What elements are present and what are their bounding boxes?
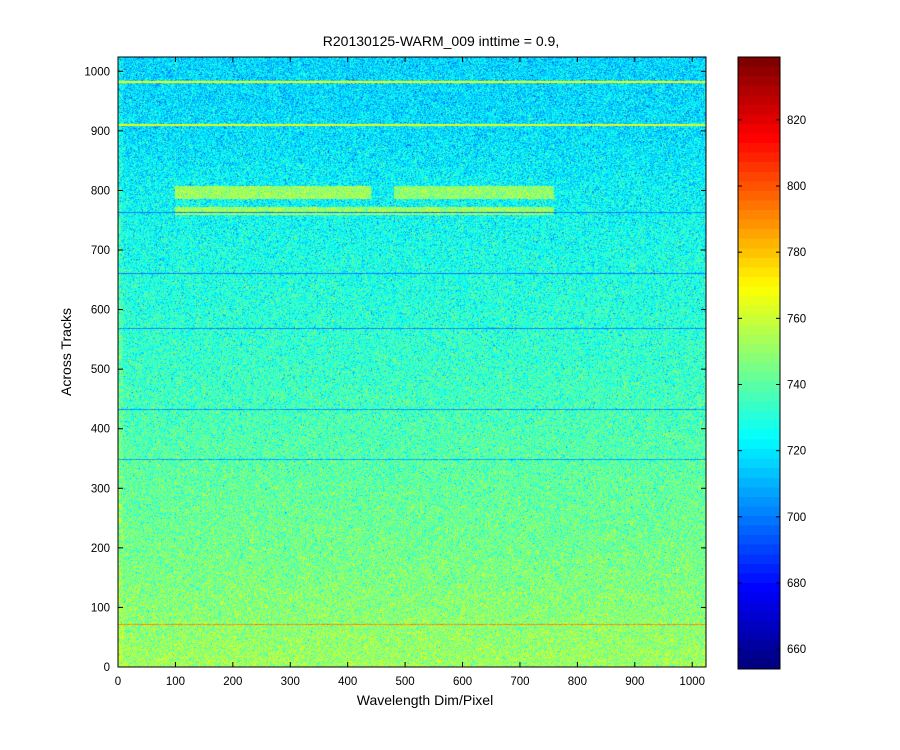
y-tick-label: 300 bbox=[91, 483, 110, 495]
x-tick-label: 200 bbox=[223, 676, 242, 688]
heatmap-image bbox=[118, 57, 706, 667]
x-tick-label: 900 bbox=[625, 676, 644, 688]
colorbar-tick-label: 760 bbox=[787, 313, 806, 325]
y-tick-label: 500 bbox=[91, 364, 110, 376]
y-tick-label: 800 bbox=[91, 185, 110, 197]
x-tick-label: 600 bbox=[453, 676, 472, 688]
colorbar-tick-label: 780 bbox=[787, 247, 806, 259]
x-tick-label: 0 bbox=[115, 676, 121, 688]
x-tick-label: 1000 bbox=[679, 676, 705, 688]
colorbar: 660 680 700 720 740 760 780 800 820 bbox=[738, 57, 806, 669]
heatmap-plot: 0 100 200 300 400 500 600 700 800 900 1000 0 100 200… bbox=[84, 57, 706, 688]
colorbar-tick-label: 820 bbox=[787, 115, 806, 127]
x-axis-label: Wavelength Dim/Pixel bbox=[357, 692, 493, 708]
colorbar-tick-label: 680 bbox=[787, 578, 806, 590]
x-tick-label: 300 bbox=[281, 676, 300, 688]
chart-title: R20130125-WARM_009 inttime = 0.9, bbox=[323, 33, 559, 49]
colorbar-tick-label: 720 bbox=[787, 446, 806, 458]
colorbar-tick-label: 800 bbox=[787, 181, 806, 193]
x-tick-label: 700 bbox=[510, 676, 529, 688]
x-tick-label: 500 bbox=[396, 676, 415, 688]
y-tick-label: 600 bbox=[91, 305, 110, 317]
x-tick-label: 100 bbox=[166, 676, 185, 688]
y-tick-label: 900 bbox=[91, 126, 110, 138]
y-axis-label: Across Tracks bbox=[58, 308, 74, 396]
y-tick-label: 700 bbox=[91, 245, 110, 257]
colorbar-tick-label: 700 bbox=[787, 512, 806, 524]
y-tick-label: 0 bbox=[104, 662, 110, 674]
colorbar-tick-label: 740 bbox=[787, 380, 806, 392]
x-tick-label: 400 bbox=[338, 676, 357, 688]
y-tick-label: 400 bbox=[91, 424, 110, 436]
y-tick-label: 100 bbox=[91, 602, 110, 614]
x-tick-label: 800 bbox=[568, 676, 587, 688]
colorbar-image bbox=[738, 57, 780, 669]
y-tick-label: 1000 bbox=[84, 66, 110, 78]
colorbar-tick-label: 660 bbox=[787, 644, 806, 656]
y-tick-label: 200 bbox=[91, 543, 110, 555]
